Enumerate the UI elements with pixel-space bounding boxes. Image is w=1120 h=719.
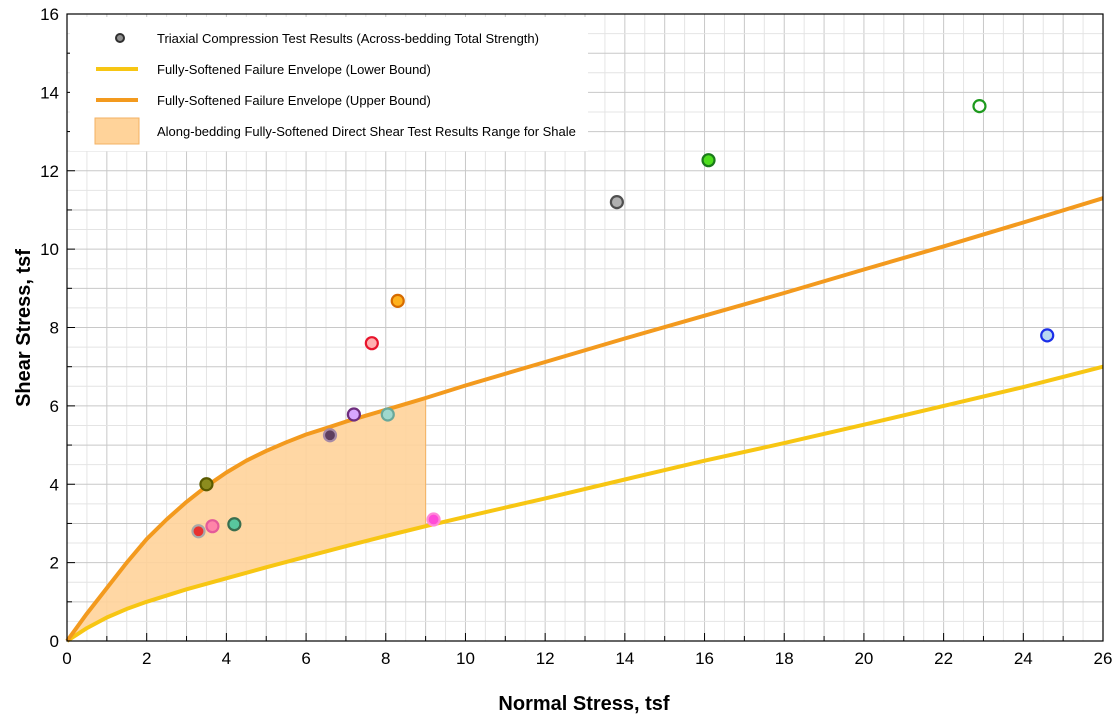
x-tick-label: 26 <box>1094 649 1113 668</box>
x-axis-title: Normal Stress, tsf <box>498 693 670 715</box>
x-tick-label: 16 <box>695 649 714 668</box>
triaxial-test-point <box>322 428 338 443</box>
triaxial-test-point <box>1040 328 1055 343</box>
triaxial-points <box>191 98 1055 539</box>
triaxial-test-point <box>426 512 441 527</box>
triaxial-test-point <box>227 517 242 532</box>
y-tick-label: 10 <box>40 240 59 259</box>
x-tick-label: 2 <box>142 649 151 668</box>
legend-marker-triaxial <box>115 33 125 43</box>
triaxial-test-point <box>205 519 220 534</box>
x-tick-label: 22 <box>934 649 953 668</box>
y-axis-title: Shear Stress, tsf <box>13 249 35 407</box>
legend-label: Along-bedding Fully-Softened Direct Shea… <box>157 124 576 139</box>
x-tick-label: 24 <box>1014 649 1033 668</box>
x-tick-label: 20 <box>854 649 873 668</box>
y-tick-label: 12 <box>40 162 59 181</box>
x-tick-label: 6 <box>301 649 310 668</box>
triaxial-test-point <box>390 293 405 308</box>
legend: Triaxial Compression Test Results (Acros… <box>70 17 588 151</box>
legend-label: Fully-Softened Failure Envelope (Upper B… <box>157 93 431 108</box>
x-tick-label: 14 <box>615 649 634 668</box>
triaxial-test-point <box>199 477 214 492</box>
x-tick-label: 18 <box>775 649 794 668</box>
triaxial-test-point <box>346 407 361 422</box>
lower-bound-envelope-line <box>65 364 1104 643</box>
triaxial-test-point <box>191 524 206 539</box>
legend-swatch-shale-range <box>94 117 140 145</box>
x-tick-label: 0 <box>62 649 71 668</box>
y-tick-label: 14 <box>40 83 59 102</box>
triaxial-test-point <box>972 98 987 114</box>
upper-bound-envelope-line <box>65 196 1104 643</box>
triaxial-test-point <box>609 195 624 210</box>
triaxial-test-point <box>364 336 379 351</box>
y-tick-label: 8 <box>50 319 59 338</box>
x-tick-label: 8 <box>381 649 390 668</box>
y-tick-label: 6 <box>50 397 59 416</box>
y-tick-label: 0 <box>50 632 59 651</box>
x-tick-label: 12 <box>536 649 555 668</box>
y-tick-label: 16 <box>40 5 59 24</box>
envelope-lines <box>65 196 1104 643</box>
y-tick-label: 4 <box>50 475 59 494</box>
triaxial-test-point <box>380 407 395 422</box>
legend-label: Triaxial Compression Test Results (Acros… <box>157 31 539 46</box>
x-tick-label: 4 <box>222 649 231 668</box>
legend-label: Fully-Softened Failure Envelope (Lower B… <box>157 62 431 77</box>
triaxial-test-point <box>701 153 716 168</box>
legend-background <box>70 17 588 151</box>
y-tick-label: 2 <box>50 554 59 573</box>
x-tick-label: 10 <box>456 649 475 668</box>
